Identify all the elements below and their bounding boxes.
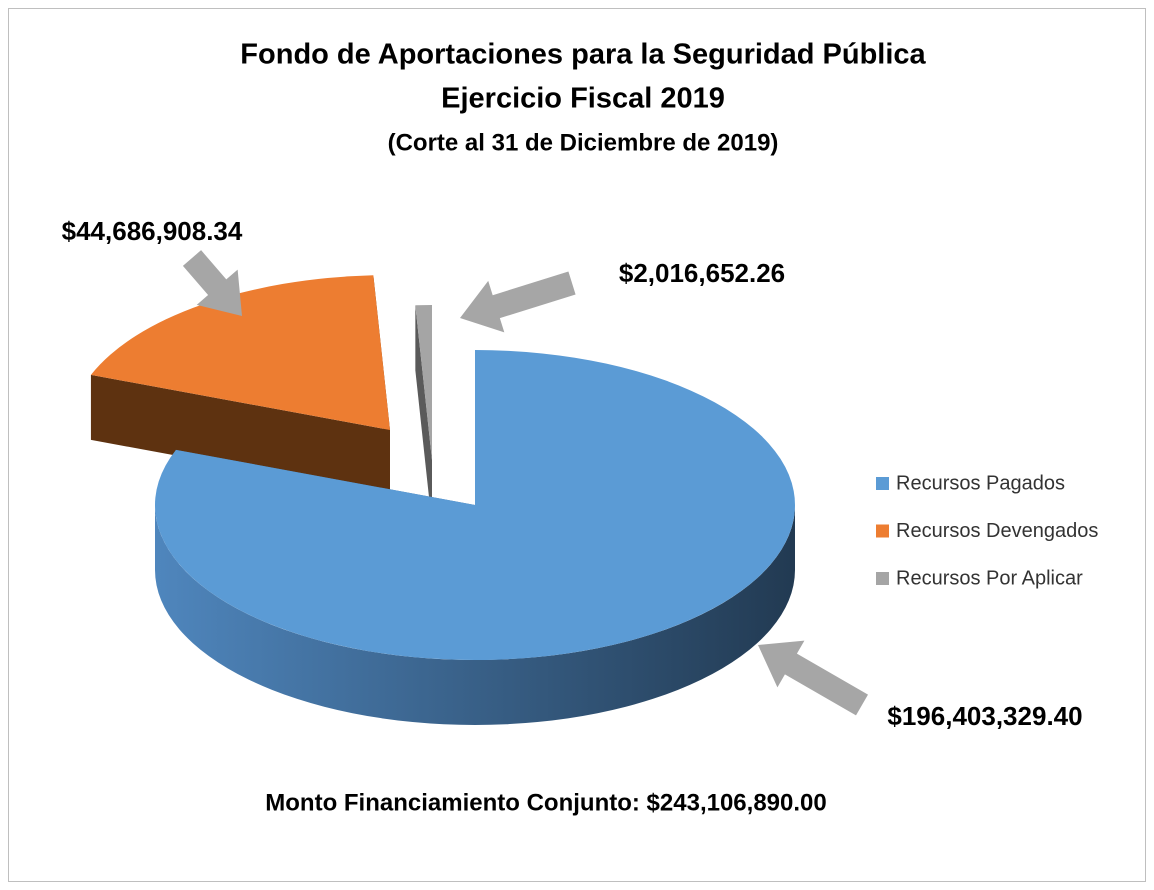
slice-wall — [90, 374, 390, 495]
legend-swatch — [876, 477, 889, 490]
slice — [154, 350, 795, 660]
data-label: $196,403,329.40 — [887, 701, 1082, 731]
legend-label: Recursos Por Aplicar — [896, 567, 1083, 589]
annotation: Monto Financiamiento Conjunto: $243,106,… — [265, 789, 826, 816]
slice — [415, 305, 432, 460]
legend-label: Recursos Pagados — [896, 472, 1065, 494]
chart-title: Fondo de Aportaciones para la Seguridad … — [240, 39, 926, 71]
chart-subtitle: (Corte al 31 de Diciembre de 2019) — [388, 129, 779, 156]
legend-swatch — [876, 524, 889, 538]
arrow — [758, 640, 868, 716]
data-label: $44,686,908.34 — [62, 216, 243, 246]
legend-swatch — [876, 572, 889, 585]
chart-title: Ejercicio Fiscal 2019 — [441, 83, 725, 115]
data-label: $2,016,652.26 — [619, 258, 785, 288]
legend-label: Recursos Devengados — [896, 520, 1098, 542]
pie — [90, 275, 795, 725]
arrow — [460, 271, 576, 333]
arrow — [182, 250, 242, 316]
slice — [90, 275, 390, 430]
slice-wall — [415, 305, 432, 525]
slice-side — [155, 505, 795, 725]
